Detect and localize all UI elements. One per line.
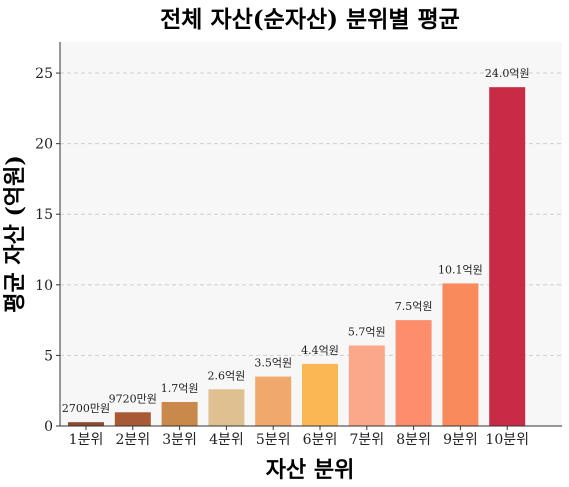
data-label: 5.7억원 — [348, 326, 386, 339]
y-tick-label: 10 — [35, 278, 53, 294]
data-label: 2700만원 — [62, 402, 110, 415]
x-axis-label: 자산 분위 — [266, 457, 355, 483]
x-tick-label: 4분위 — [209, 432, 244, 448]
data-label: 1.7억원 — [161, 382, 199, 395]
bar-1 — [68, 422, 104, 426]
x-tick-label: 3분위 — [162, 432, 197, 448]
y-axis-ticks: 0 5 10 15 20 25 — [35, 66, 60, 435]
y-tick-label: 25 — [35, 66, 53, 82]
bar-3 — [161, 402, 198, 426]
data-label: 4.4억원 — [301, 344, 339, 357]
bar-7 — [348, 345, 385, 426]
data-label: 7.5억원 — [395, 300, 433, 313]
data-label: 2.6억원 — [208, 369, 246, 382]
y-axis-label: 평균 자산 (억원) — [2, 155, 28, 313]
bar-9 — [442, 283, 479, 426]
x-tick-label: 9분위 — [443, 432, 478, 448]
x-tick-label: 8분위 — [396, 432, 431, 448]
data-label: 10.1억원 — [438, 263, 483, 276]
x-tick-label: 7분위 — [349, 432, 384, 448]
x-tick-label: 6분위 — [303, 432, 338, 448]
bar-4 — [208, 389, 245, 426]
x-tick-label: 2분위 — [115, 432, 150, 448]
chart-title: 전체 자산(순자산) 분위별 평균 — [160, 6, 460, 33]
x-tick-label: 5분위 — [256, 432, 291, 448]
bar-2 — [114, 412, 151, 426]
x-tick-label: 10분위 — [485, 432, 529, 448]
bar-8 — [395, 320, 432, 426]
y-tick-label: 5 — [44, 348, 53, 364]
data-label: 3.5억원 — [254, 357, 292, 370]
y-tick-label: 0 — [44, 419, 53, 435]
y-tick-label: 15 — [35, 207, 53, 223]
x-tick-label: 1분위 — [69, 432, 104, 448]
bars — [68, 87, 526, 427]
data-label: 24.0억원 — [485, 67, 530, 80]
bar-6 — [302, 363, 338, 426]
y-tick-label: 20 — [35, 137, 53, 153]
bar-5 — [255, 376, 292, 426]
bar-10 — [489, 87, 526, 427]
data-label: 9720만원 — [109, 392, 157, 405]
x-axis-ticks: 1분위 2분위 3분위 4분위 5분위 6분위 7분위 8분위 9분위 10분위 — [69, 426, 529, 448]
